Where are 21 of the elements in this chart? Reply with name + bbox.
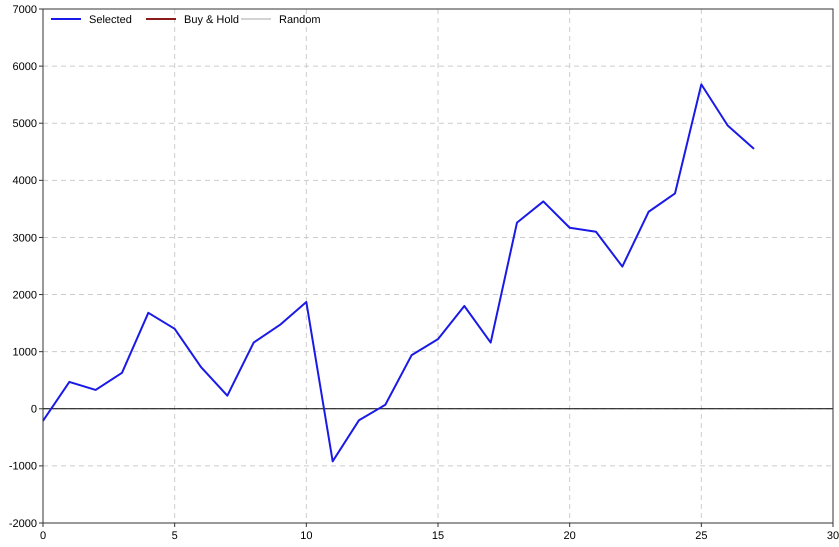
x-tick-label: 10 xyxy=(300,530,312,542)
y-tick-label: 6000 xyxy=(12,60,37,73)
y-tick-label: 7000 xyxy=(12,4,37,16)
y-tick-label: 4000 xyxy=(12,175,37,188)
y-tick-label: 1000 xyxy=(12,346,37,359)
x-tick-label: 0 xyxy=(40,530,46,542)
x-tick-label: 20 xyxy=(564,530,576,542)
x-tick-label: 5 xyxy=(172,530,178,542)
y-tick-label: -2000 xyxy=(8,518,37,530)
line-series xyxy=(42,83,755,462)
legend-label: Selected xyxy=(89,14,132,26)
y-tick-label: 3000 xyxy=(12,232,37,244)
y-tick-label: 0 xyxy=(30,404,37,416)
legend-label: Random xyxy=(279,14,321,26)
x-tick-label: 25 xyxy=(695,530,708,542)
legend-label: Buy & Hold xyxy=(184,14,240,26)
x-tick-label: 15 xyxy=(432,530,444,542)
y-tick-label: 2000 xyxy=(12,289,37,302)
x-tick-label: 30 xyxy=(826,530,839,542)
y-tick-label: -1000 xyxy=(8,460,37,473)
y-tick-label: 5000 xyxy=(12,118,37,130)
